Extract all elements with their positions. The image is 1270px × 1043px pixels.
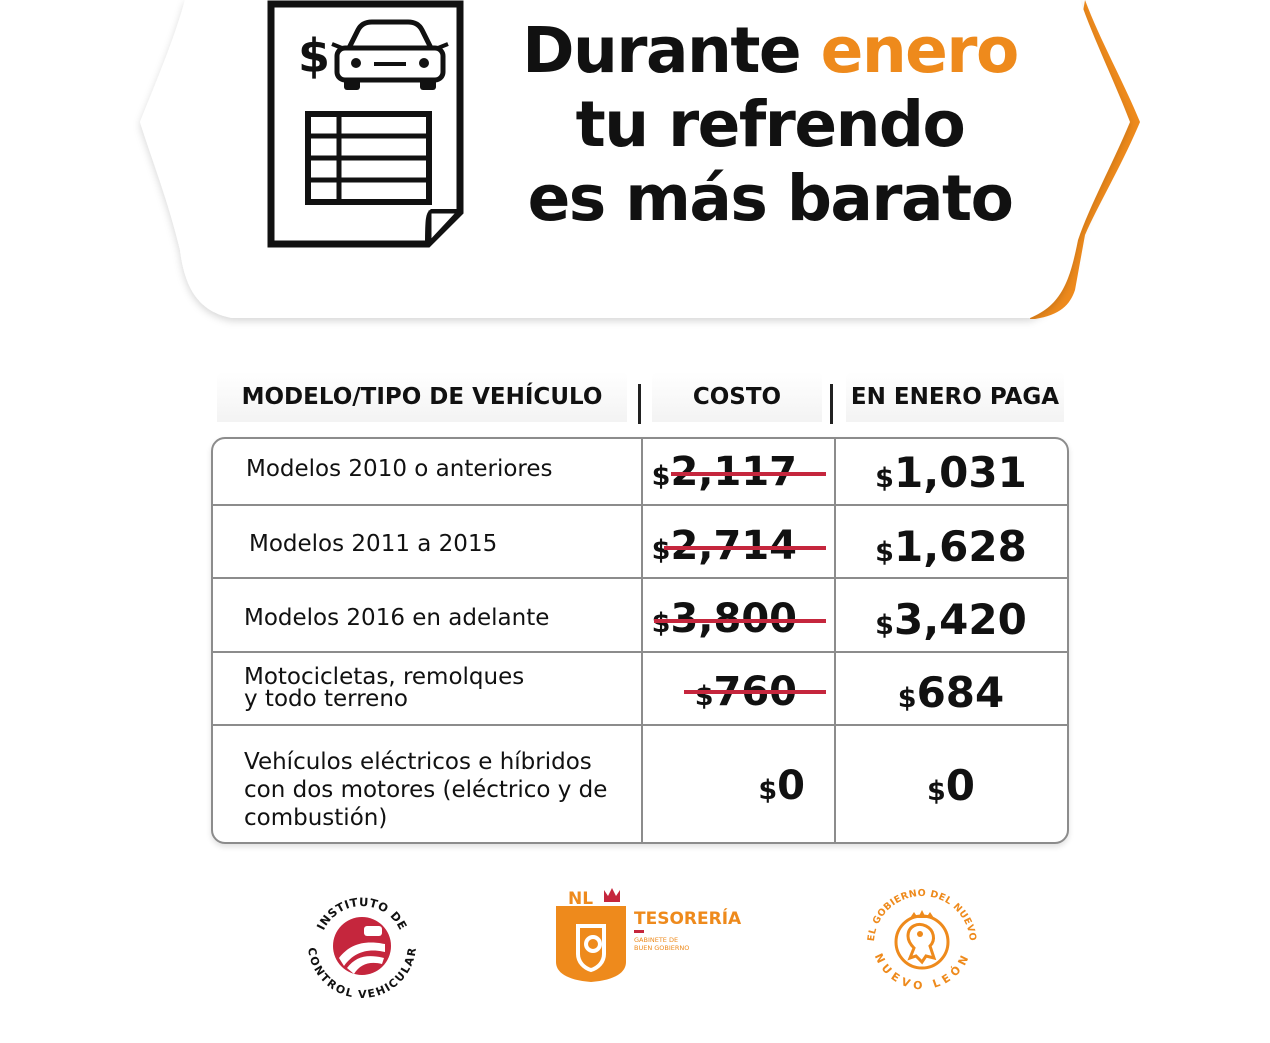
icv-logo: INSTITUTO DE CONTROL VEHICULAR bbox=[305, 895, 419, 1001]
tesoreria-title: TESORERÍA bbox=[634, 907, 742, 929]
row-label: Vehículos eléctricos e híbridos con dos … bbox=[244, 749, 608, 831]
document-car-price-icon: $ bbox=[267, 0, 464, 248]
header-separator-2 bbox=[830, 384, 833, 424]
column-divider-2 bbox=[834, 439, 836, 842]
row-label: Modelos 2016 en adelante bbox=[244, 605, 550, 631]
strikethrough-line bbox=[654, 619, 826, 623]
gobierno-nuevo-leon-logo: EL GOBIERNO DEL NUEVO NUEVO LEÓN bbox=[866, 888, 978, 992]
original-cost: $0 bbox=[758, 763, 805, 809]
tesoreria-subtitle-1: GABINETE DE bbox=[634, 936, 678, 944]
header-january-price: EN ENERO PAGA bbox=[846, 372, 1064, 422]
january-price: $684 bbox=[897, 668, 1005, 717]
headline-line-1: Durante enero bbox=[522, 14, 1020, 87]
january-price: $3,420 bbox=[875, 595, 1027, 644]
row-divider-3 bbox=[213, 651, 1067, 653]
headline: Durante enero tu refrendo es más barato bbox=[480, 14, 1060, 236]
row-divider-4 bbox=[213, 724, 1067, 726]
row-label: Motocicletas, remolques y todo terreno bbox=[244, 664, 525, 712]
strikethrough-line bbox=[664, 546, 826, 550]
tesoreria-subtitle-2: BUEN GOBIERNO bbox=[634, 944, 689, 952]
headline-line-2: tu refrendo bbox=[575, 88, 966, 161]
nl-badge-text: NL bbox=[568, 889, 593, 909]
header-separator-1 bbox=[638, 384, 641, 424]
january-price: $0 bbox=[926, 761, 976, 810]
strikethrough-line bbox=[671, 472, 826, 476]
row-label: Modelos 2011 a 2015 bbox=[249, 531, 498, 557]
dollar-sign-text: $ bbox=[298, 29, 330, 83]
tesoreria-logo: NL TESORERÍA GABINETE DE BUEN GOBIERNO bbox=[556, 888, 742, 982]
price-table: Modelos 2010 o anteriores $2,117 $1,031 … bbox=[211, 437, 1069, 844]
row-divider-1 bbox=[213, 504, 1067, 506]
column-divider-1 bbox=[641, 439, 643, 842]
row-label: Modelos 2010 o anteriores bbox=[246, 456, 553, 482]
january-price: $1,031 bbox=[875, 448, 1027, 497]
row-divider-2 bbox=[213, 577, 1067, 579]
strikethrough-line bbox=[684, 690, 826, 694]
header-model: MODELO/TIPO DE VEHÍCULO bbox=[217, 372, 627, 422]
gobierno-text-bottom: NUEVO LEÓN bbox=[872, 951, 970, 992]
headline-line-3: es más barato bbox=[527, 162, 1014, 235]
headline-accent-word: enero bbox=[820, 14, 1020, 87]
january-price: $1,628 bbox=[875, 522, 1027, 571]
svg-text:NUEVO LEÓN: NUEVO LEÓN bbox=[872, 951, 973, 992]
header-cost: COSTO bbox=[652, 372, 822, 422]
